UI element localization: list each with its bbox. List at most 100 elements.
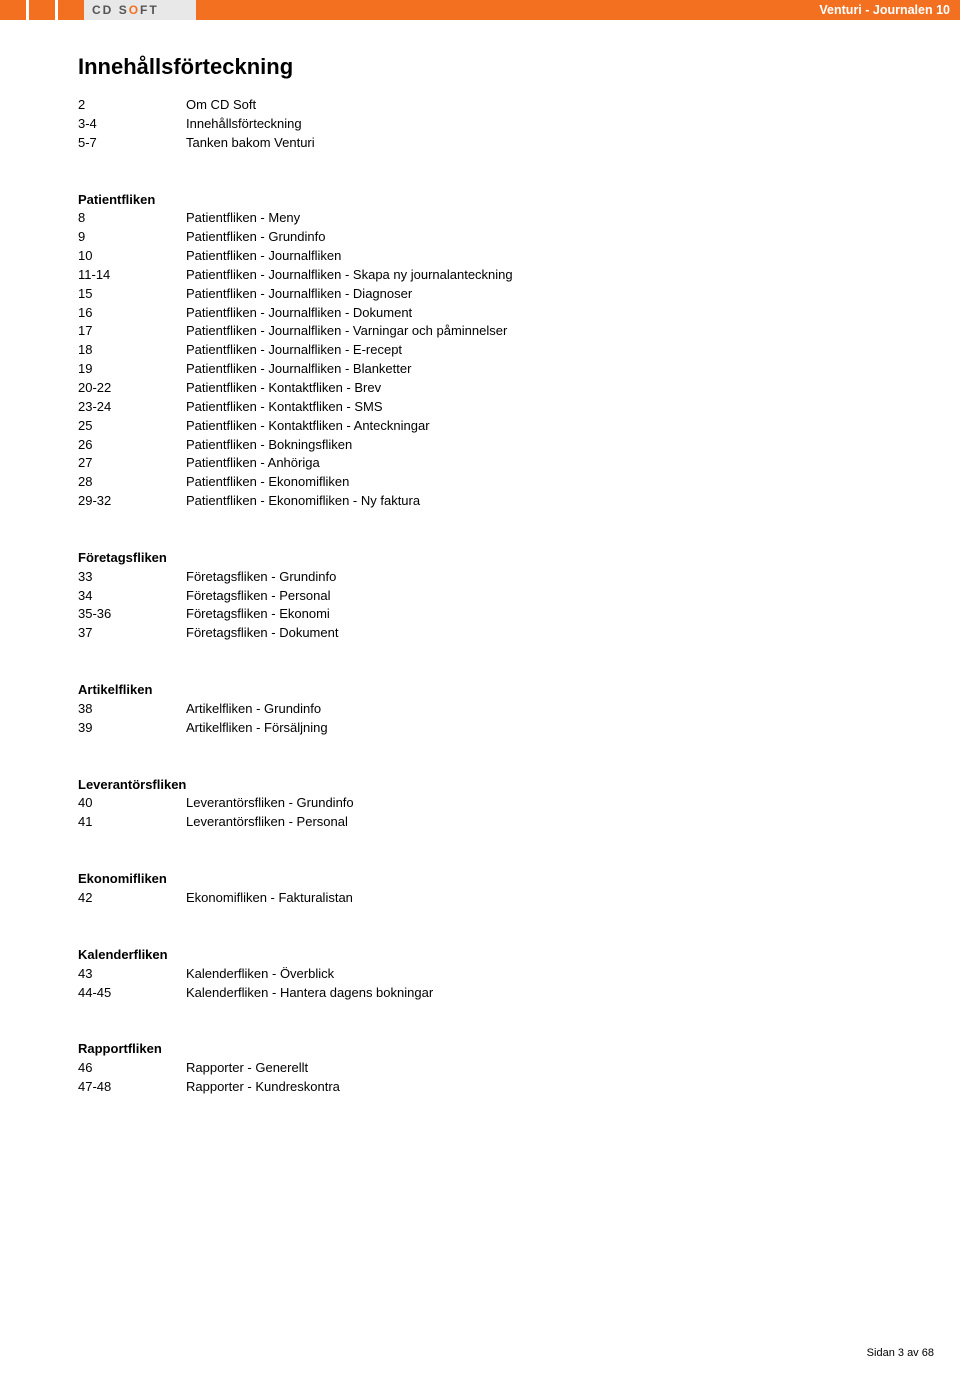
toc-text: Ekonomifliken - Fakturalistan xyxy=(186,889,882,908)
toc-text: Om CD Soft xyxy=(186,96,882,115)
toc-section: Artikelfliken38Artikelfliken - Grundinfo… xyxy=(78,681,882,738)
toc-section: Kalenderfliken43Kalenderfliken - Överbli… xyxy=(78,946,882,1003)
toc-row: 35-36Företagsfliken - Ekonomi xyxy=(78,605,882,624)
toc-section: Rapportfliken46Rapporter - Generellt47-4… xyxy=(78,1040,882,1097)
toc-text: Patientfliken - Ekonomifliken xyxy=(186,473,882,492)
toc-page: 25 xyxy=(78,417,186,436)
header-bar: CD SOFT Venturi - Journalen 10 xyxy=(0,0,960,20)
section-heading: Företagsfliken xyxy=(78,549,882,568)
toc-page: 11-14 xyxy=(78,266,186,285)
toc-page: 42 xyxy=(78,889,186,908)
toc-page: 27 xyxy=(78,454,186,473)
toc-text: Patientfliken - Meny xyxy=(186,209,882,228)
toc-text: Patientfliken - Grundinfo xyxy=(186,228,882,247)
toc-text: Tanken bakom Venturi xyxy=(186,134,882,153)
toc-text: Patientfliken - Journalfliken - Diagnose… xyxy=(186,285,882,304)
section-heading: Rapportfliken xyxy=(78,1040,882,1059)
toc-row: 9Patientfliken - Grundinfo xyxy=(78,228,882,247)
toc-text: Patientfliken - Journalfliken xyxy=(186,247,882,266)
section-heading: Leverantörsfliken xyxy=(78,776,882,795)
orange-block xyxy=(58,0,84,20)
toc-page: 3-4 xyxy=(78,115,186,134)
toc-row: 26Patientfliken - Bokningsfliken xyxy=(78,436,882,455)
toc-text: Kalenderfliken - Överblick xyxy=(186,965,882,984)
toc-text: Rapporter - Generellt xyxy=(186,1059,882,1078)
toc-page: 26 xyxy=(78,436,186,455)
toc-row: 43Kalenderfliken - Överblick xyxy=(78,965,882,984)
logo-text: CD SOFT xyxy=(92,3,159,17)
toc-section: Patientfliken8Patientfliken - Meny9Patie… xyxy=(78,191,882,511)
toc-row: 44-45Kalenderfliken - Hantera dagens bok… xyxy=(78,984,882,1003)
toc-row: 40Leverantörsfliken - Grundinfo xyxy=(78,794,882,813)
logo: CD SOFT xyxy=(84,0,196,20)
toc-row: 29-32Patientfliken - Ekonomifliken - Ny … xyxy=(78,492,882,511)
toc-page: 44-45 xyxy=(78,984,186,1003)
toc-text: Patientfliken - Kontaktfliken - Anteckni… xyxy=(186,417,882,436)
toc-text: Leverantörsfliken - Personal xyxy=(186,813,882,832)
toc-page: 34 xyxy=(78,587,186,606)
toc-page: 39 xyxy=(78,719,186,738)
toc-row: 18Patientfliken - Journalfliken - E-rece… xyxy=(78,341,882,360)
header-title: Venturi - Journalen 10 xyxy=(805,0,960,20)
toc-page: 35-36 xyxy=(78,605,186,624)
toc-text: Företagsfliken - Dokument xyxy=(186,624,882,643)
toc-row: 25Patientfliken - Kontaktfliken - Anteck… xyxy=(78,417,882,436)
toc-row: 5-7Tanken bakom Venturi xyxy=(78,134,882,153)
toc-section: Leverantörsfliken40Leverantörsfliken - G… xyxy=(78,776,882,833)
toc-row: 38Artikelfliken - Grundinfo xyxy=(78,700,882,719)
toc-row: 27Patientfliken - Anhöriga xyxy=(78,454,882,473)
toc-row: 39Artikelfliken - Försäljning xyxy=(78,719,882,738)
toc-page: 5-7 xyxy=(78,134,186,153)
toc-row: 10Patientfliken - Journalfliken xyxy=(78,247,882,266)
toc-row: 2Om CD Soft xyxy=(78,96,882,115)
toc-row: 47-48Rapporter - Kundreskontra xyxy=(78,1078,882,1097)
orange-block xyxy=(0,0,26,20)
toc-text: Patientfliken - Kontaktfliken - Brev xyxy=(186,379,882,398)
toc-page: 16 xyxy=(78,304,186,323)
toc-text: Patientfliken - Ekonomifliken - Ny faktu… xyxy=(186,492,882,511)
toc-page: 47-48 xyxy=(78,1078,186,1097)
toc-row: 15Patientfliken - Journalfliken - Diagno… xyxy=(78,285,882,304)
toc-page: 41 xyxy=(78,813,186,832)
orange-block xyxy=(29,0,55,20)
toc-page: 43 xyxy=(78,965,186,984)
toc-text: Rapporter - Kundreskontra xyxy=(186,1078,882,1097)
toc-row: 46Rapporter - Generellt xyxy=(78,1059,882,1078)
toc-row: 19Patientfliken - Journalfliken - Blanke… xyxy=(78,360,882,379)
section-heading: Artikelfliken xyxy=(78,681,882,700)
toc-page: 17 xyxy=(78,322,186,341)
toc-text: Patientfliken - Kontaktfliken - SMS xyxy=(186,398,882,417)
toc-row: 23-24Patientfliken - Kontaktfliken - SMS xyxy=(78,398,882,417)
toc-page: 28 xyxy=(78,473,186,492)
toc-section: 2Om CD Soft3-4Innehållsförteckning5-7Tan… xyxy=(78,96,882,153)
toc-text: Artikelfliken - Grundinfo xyxy=(186,700,882,719)
toc-section: Ekonomifliken42Ekonomifliken - Fakturali… xyxy=(78,870,882,908)
toc-row: 16Patientfliken - Journalfliken - Dokume… xyxy=(78,304,882,323)
toc-row: 8Patientfliken - Meny xyxy=(78,209,882,228)
toc-text: Företagsfliken - Grundinfo xyxy=(186,568,882,587)
toc-page: 19 xyxy=(78,360,186,379)
header-fill xyxy=(196,0,805,20)
toc-row: 33Företagsfliken - Grundinfo xyxy=(78,568,882,587)
toc-text: Patientfliken - Journalfliken - Skapa ny… xyxy=(186,266,882,285)
toc-row: 42Ekonomifliken - Fakturalistan xyxy=(78,889,882,908)
footer-total: 68 xyxy=(922,1347,934,1359)
page-title: Innehållsförteckning xyxy=(78,54,882,80)
toc-text: Företagsfliken - Personal xyxy=(186,587,882,606)
page-content: Innehållsförteckning 2Om CD Soft3-4Inneh… xyxy=(0,20,960,1097)
logo-s: S xyxy=(119,3,129,17)
footer-page-num: 3 xyxy=(898,1347,904,1359)
logo-ft: FT xyxy=(140,3,159,17)
toc-row: 20-22Patientfliken - Kontaktfliken - Bre… xyxy=(78,379,882,398)
toc-text: Leverantörsfliken - Grundinfo xyxy=(186,794,882,813)
toc-page: 46 xyxy=(78,1059,186,1078)
logo-cd: CD xyxy=(92,3,113,17)
logo-o: O xyxy=(129,3,140,17)
toc-section: Företagsfliken33Företagsfliken - Grundin… xyxy=(78,549,882,643)
toc-row: 3-4Innehållsförteckning xyxy=(78,115,882,134)
toc-row: 17Patientfliken - Journalfliken - Varnin… xyxy=(78,322,882,341)
toc-page: 20-22 xyxy=(78,379,186,398)
toc-row: 28Patientfliken - Ekonomifliken xyxy=(78,473,882,492)
toc-row: 11-14Patientfliken - Journalfliken - Ska… xyxy=(78,266,882,285)
toc-page: 29-32 xyxy=(78,492,186,511)
